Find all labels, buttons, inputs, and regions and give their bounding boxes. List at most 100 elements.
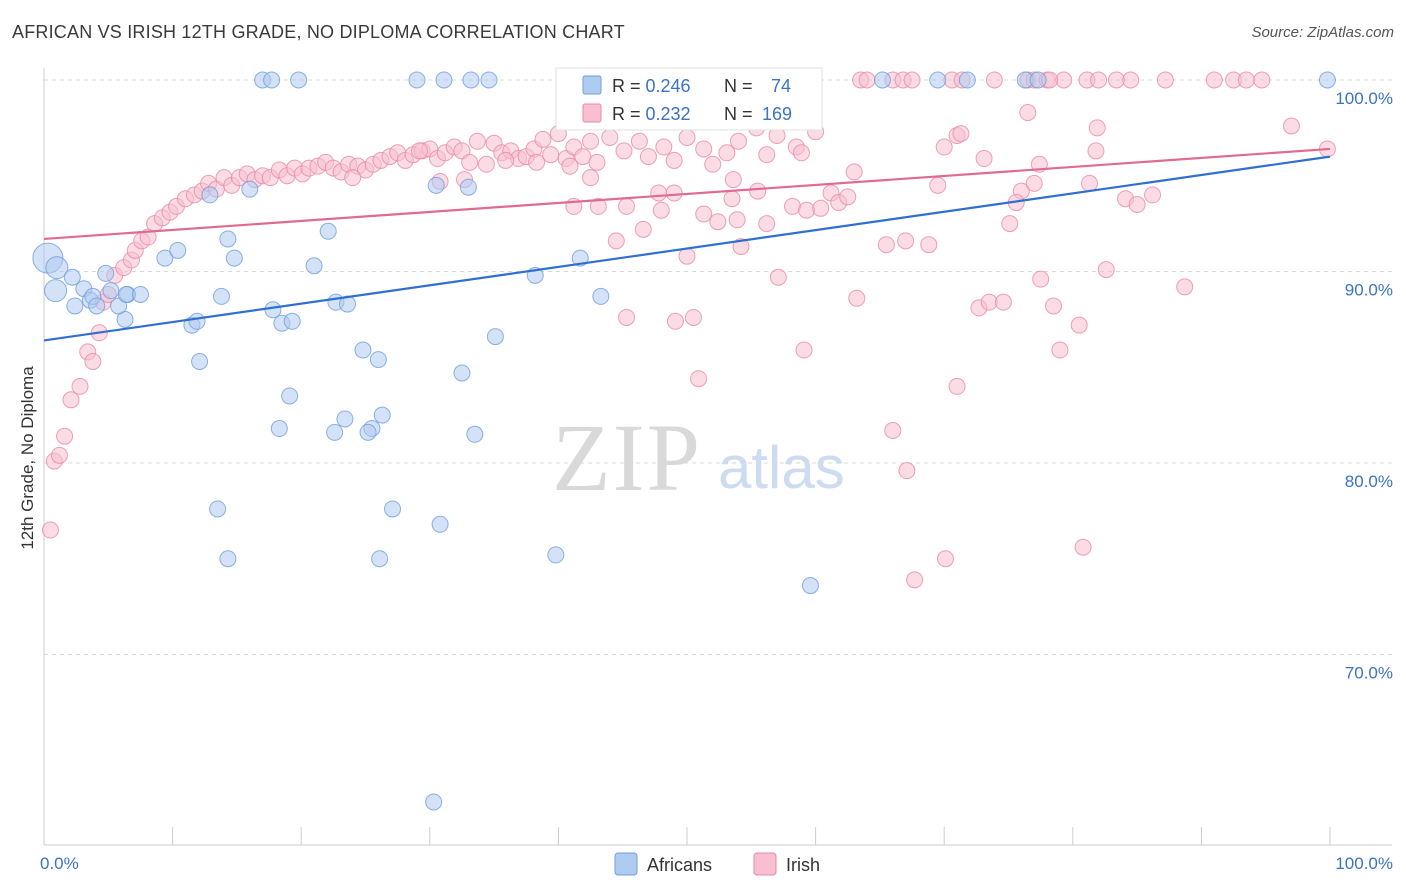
data-point — [1055, 71, 1073, 89]
data-point — [906, 571, 924, 589]
data-point — [665, 184, 683, 202]
data-point — [462, 71, 480, 89]
data-point — [936, 550, 954, 568]
data-point — [241, 180, 259, 198]
y-tick-label: 100.0% — [1335, 89, 1393, 108]
data-point — [212, 287, 230, 305]
data-point — [652, 201, 670, 219]
data-point — [411, 142, 429, 160]
data-point — [408, 71, 426, 89]
data-point — [897, 232, 915, 250]
data-point — [1088, 119, 1106, 137]
trend-lines — [43, 147, 1331, 342]
data-point — [1318, 71, 1336, 89]
data-point — [618, 197, 636, 215]
data-point — [263, 71, 281, 89]
legend-swatch-irish — [582, 103, 602, 123]
data-point — [769, 268, 787, 286]
data-point — [783, 197, 801, 215]
data-point — [528, 153, 546, 171]
data-point — [958, 71, 976, 89]
data-point — [798, 201, 816, 219]
legend-swatch-africans — [582, 75, 602, 95]
data-point — [219, 230, 237, 248]
data-point — [873, 71, 891, 89]
data-point — [117, 285, 135, 303]
data-point — [665, 151, 683, 169]
data-point — [477, 155, 495, 173]
data-point — [486, 328, 504, 346]
data-point — [1097, 261, 1115, 279]
data-point — [975, 150, 993, 168]
data-point — [655, 138, 673, 156]
data-point — [758, 146, 776, 164]
legend-series: Africans Irish — [614, 852, 820, 876]
data-point — [369, 351, 387, 369]
data-point — [704, 155, 722, 173]
source-label: Source: ZipAtlas.com — [1251, 24, 1394, 41]
data-point — [1108, 71, 1126, 89]
irish-points — [41, 71, 1336, 589]
data-point — [326, 423, 344, 441]
data-point — [729, 132, 747, 150]
data-point — [812, 199, 830, 217]
data-point — [929, 71, 947, 89]
data-point — [561, 157, 579, 175]
data-point — [1001, 215, 1019, 233]
data-point — [534, 130, 552, 148]
data-point — [1156, 71, 1174, 89]
data-point — [749, 182, 767, 200]
data-point — [1045, 297, 1063, 315]
data-point — [618, 308, 636, 326]
data-point — [985, 71, 1003, 89]
data-point — [1019, 104, 1037, 122]
data-point — [84, 353, 102, 371]
data-point — [639, 148, 657, 166]
data-point — [588, 153, 606, 171]
data-point — [1087, 142, 1105, 160]
data-point — [425, 793, 443, 811]
legend-bottom-label-africans: Africans — [647, 855, 712, 875]
data-point — [427, 176, 445, 194]
data-point — [547, 546, 565, 564]
data-point — [758, 215, 776, 233]
trend-line-irish — [43, 147, 1331, 241]
data-point — [980, 293, 998, 311]
data-point — [589, 197, 607, 215]
data-point — [169, 241, 187, 259]
data-point — [571, 249, 589, 267]
data-point — [920, 236, 938, 254]
data-point — [453, 364, 471, 382]
data-point — [1090, 71, 1108, 89]
data-point — [858, 71, 876, 89]
data-point — [131, 285, 149, 303]
data-point — [634, 220, 652, 238]
data-point — [582, 169, 600, 187]
data-point — [1051, 341, 1069, 359]
data-point — [459, 178, 477, 196]
data-point — [898, 462, 916, 480]
data-point — [305, 257, 323, 275]
data-point — [728, 211, 746, 229]
data-point — [497, 151, 515, 169]
data-point — [690, 370, 708, 388]
data-point — [582, 132, 600, 150]
legend-bottom-swatch-africans — [614, 852, 638, 876]
legend-stats: R = 0.246 N = 74 R = 0.232 N = 169 — [555, 67, 823, 131]
data-point — [431, 515, 449, 533]
data-point — [948, 377, 966, 395]
y-axis-title: 12th Grade, No Diploma — [18, 366, 37, 550]
data-point — [848, 289, 866, 307]
data-point — [371, 550, 389, 568]
data-point — [1025, 174, 1043, 192]
data-point — [209, 500, 227, 518]
data-point — [468, 132, 486, 150]
data-point — [466, 425, 484, 443]
data-point — [225, 249, 243, 267]
x-tick-label-max: 100.0% — [1335, 854, 1393, 873]
data-point — [678, 247, 696, 265]
data-point — [615, 142, 633, 160]
chart-title: AFRICAN VS IRISH 12TH GRADE, NO DIPLOMA … — [12, 22, 625, 42]
data-point — [354, 341, 372, 359]
